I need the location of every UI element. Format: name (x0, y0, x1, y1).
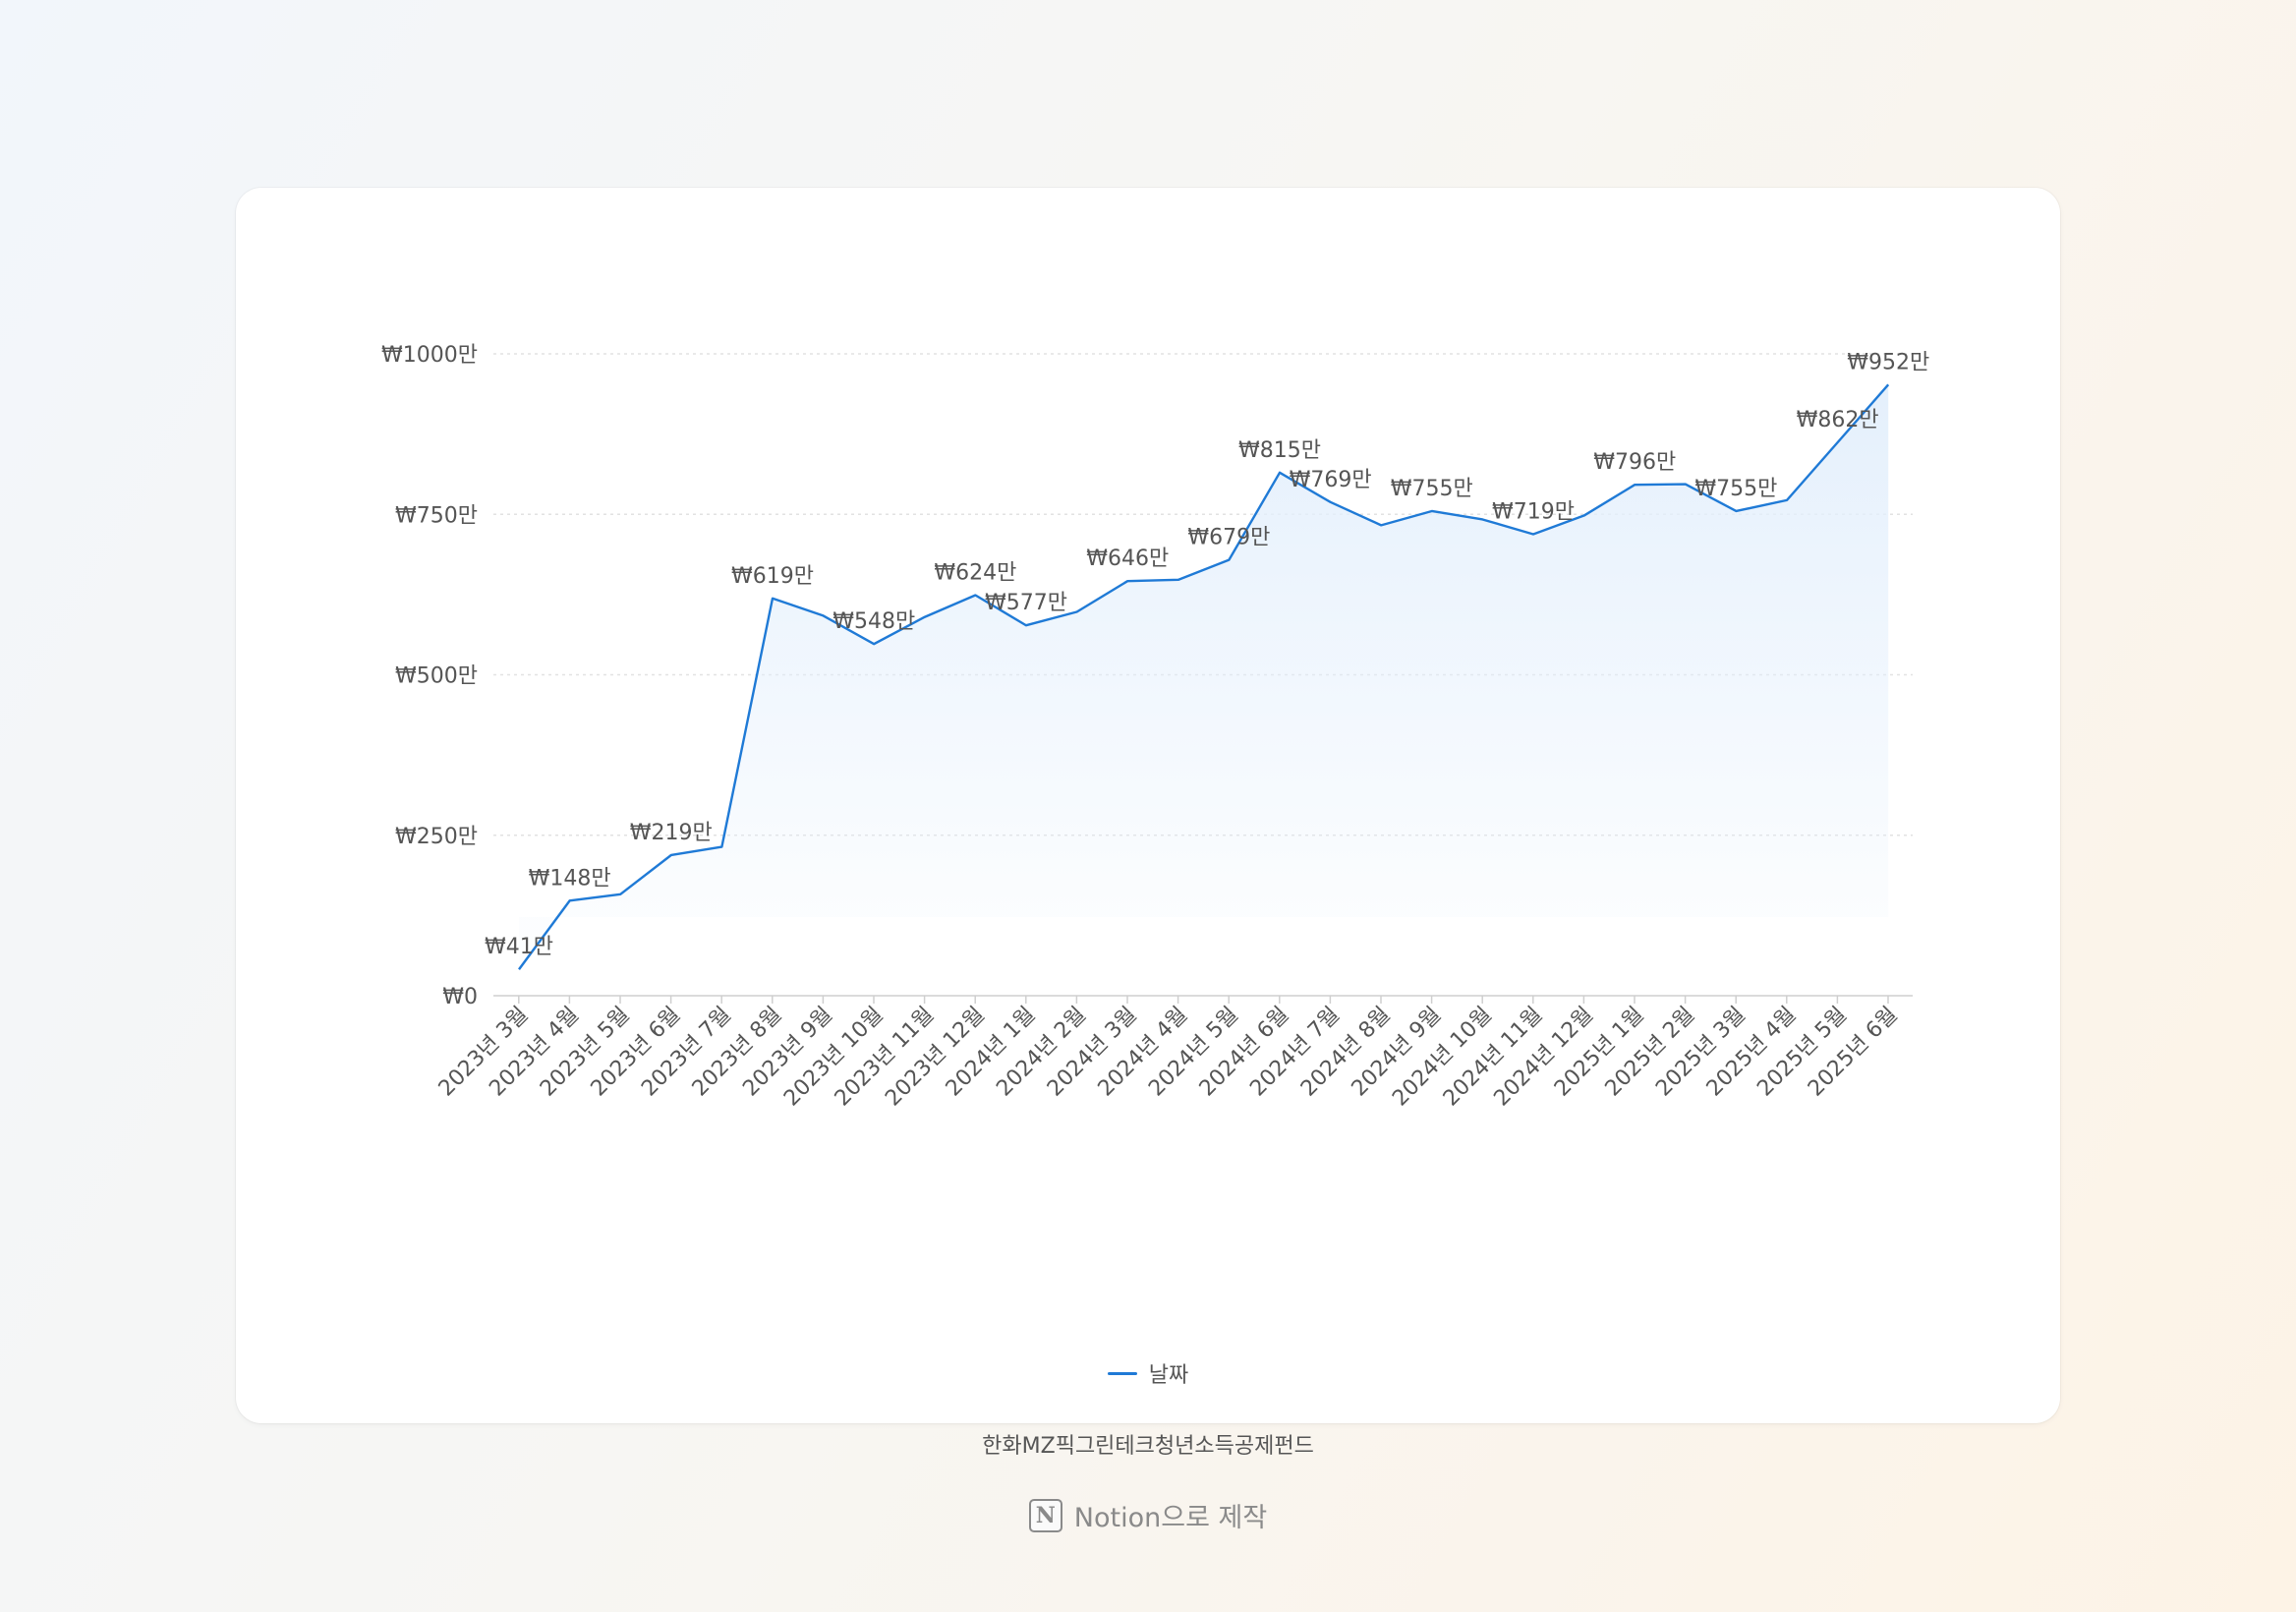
data-label: ₩41만 (485, 935, 553, 959)
y-tick-label: ₩1000만 (381, 343, 478, 368)
data-label: ₩815만 (1238, 438, 1321, 463)
legend-label: 날짜 (1148, 1363, 1189, 1388)
chart-title: 한화MZ픽그린테크청년소득공제펀드 (982, 1434, 1314, 1459)
series-area (519, 384, 1889, 970)
legend[interactable]: 날짜 (236, 1357, 2060, 1389)
footer[interactable]: N Notion으로 제작 (0, 1496, 2296, 1534)
data-label: ₩679만 (1187, 526, 1270, 550)
y-tick-label: ₩250만 (395, 825, 478, 849)
data-label: ₩619만 (731, 564, 814, 589)
data-label: ₩148만 (529, 866, 611, 891)
y-tick-label: ₩0 (442, 985, 478, 1009)
data-label: ₩862만 (1797, 408, 1879, 432)
data-label: ₩796만 (1593, 450, 1676, 475)
series-line (518, 383, 1890, 970)
data-label: ₩769만 (1290, 468, 1372, 492)
area-fill (519, 384, 1889, 970)
data-label: ₩219만 (630, 821, 713, 845)
y-tick-label: ₩500만 (395, 664, 478, 689)
legend-swatch (1107, 1371, 1137, 1375)
data-label: ₩646만 (1086, 547, 1169, 571)
notion-logo-icon: N (1028, 1498, 1062, 1532)
data-label: ₩577만 (985, 591, 1067, 615)
y-tick-label: ₩750만 (395, 503, 478, 528)
chart-card: ₩0 ₩250만 ₩500만 ₩750만 ₩1000만 2023년 3월 2023년 4월 2… (236, 188, 2060, 1459)
data-label: ₩624만 (934, 561, 1016, 586)
data-label: ₩548만 (832, 609, 915, 634)
data-label: ₩952만 (1847, 350, 1929, 374)
data-label: ₩755만 (1694, 477, 1777, 501)
data-labels: ₩41만 ₩148만 ₩219만 ₩619만 ₩548만 ₩624만 ₩577만 ₩646만 ₩… (485, 350, 1929, 959)
data-label: ₩719만 (1492, 499, 1575, 524)
data-label: ₩755만 (1391, 477, 1473, 501)
footer-text[interactable]: Notion으로 제작 (1073, 1503, 1268, 1533)
series-line-layer (518, 383, 1890, 970)
